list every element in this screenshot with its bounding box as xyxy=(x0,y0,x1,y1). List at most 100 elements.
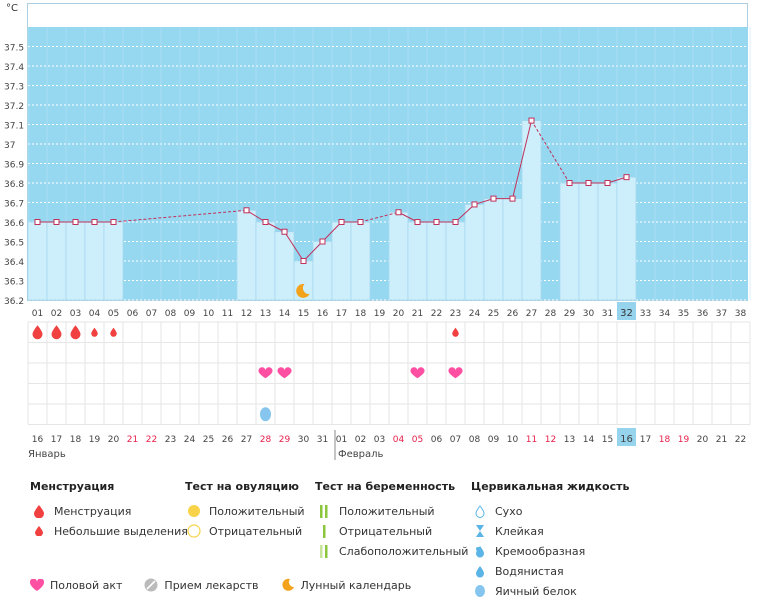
faint-strip-icon xyxy=(315,544,333,558)
drop-icon xyxy=(30,504,48,518)
date-label: 23 xyxy=(165,435,176,445)
temperature-bar xyxy=(350,221,371,301)
pill-icon xyxy=(144,578,158,592)
legend-label: Кремообразная xyxy=(495,544,586,558)
legend-label: Яичный белок xyxy=(495,584,577,598)
date-label: 19 xyxy=(89,435,101,445)
cycle-day-label: 16 xyxy=(317,309,329,319)
temperature-bar xyxy=(236,210,257,301)
date-label: 24 xyxy=(184,435,196,445)
cycle-day-label: 01 xyxy=(32,309,43,319)
bbt-chart: 37.5 37.4 37.3 37.2 37.1 37 36.9 36.8 36.7 36.6 36… xyxy=(4,3,751,460)
cycle-day-label: 02 xyxy=(51,309,62,319)
temperature-point xyxy=(338,219,345,225)
spotting-drop xyxy=(452,327,459,337)
temperature-bar xyxy=(502,198,523,301)
legend-item: Менструация xyxy=(30,501,188,521)
date-label: 17 xyxy=(51,435,62,445)
spotting-drop xyxy=(91,327,98,337)
date-label: 03 xyxy=(374,435,385,445)
date-label: 04 xyxy=(393,435,405,445)
temperature-point xyxy=(300,258,307,264)
temperature-segment xyxy=(322,221,342,242)
cycle-day-label: 13 xyxy=(260,309,271,319)
legend-item: Кремообразная xyxy=(471,541,629,561)
temperature-bar xyxy=(464,204,485,301)
temperature-point xyxy=(72,219,79,225)
temperature-point xyxy=(34,219,41,225)
cycle-day-label: 38 xyxy=(735,309,747,319)
cycle-day-label: 33 xyxy=(640,309,651,319)
y-tick-label: 37.1 xyxy=(4,122,24,132)
negative-test-icon xyxy=(185,524,203,538)
intercourse-heart xyxy=(448,367,463,379)
date-label: 05 xyxy=(412,435,423,445)
legend-label: Прием лекарств xyxy=(164,578,259,592)
temperature-point xyxy=(319,238,326,245)
temperature-bar xyxy=(407,221,428,301)
moon-icon xyxy=(296,283,310,298)
date-label: 12 xyxy=(545,435,556,445)
temperature-bar xyxy=(445,221,466,301)
single-strip-icon xyxy=(315,524,333,538)
cycle-day-label: 30 xyxy=(583,309,595,319)
temperature-bar xyxy=(27,221,48,301)
y-tick-label: 37.3 xyxy=(4,83,24,93)
temperature-point xyxy=(414,219,421,225)
cycle-day-label: 25 xyxy=(488,309,499,319)
legend-ovulation: Тест на овуляцию Положительный Отрицател… xyxy=(185,480,305,541)
temperature-bar xyxy=(331,221,352,301)
temperature-bar xyxy=(578,182,599,301)
y-tick-label: 36.5 xyxy=(4,239,24,249)
eggwhite-marker xyxy=(260,407,271,422)
temperature-bar xyxy=(388,211,409,301)
legend-label: Лунный календарь xyxy=(300,578,412,592)
temperature-segment xyxy=(512,120,532,199)
date-label: 13 xyxy=(564,435,575,445)
cycle-day-label: 20 xyxy=(393,309,405,319)
date-label: 17 xyxy=(640,435,651,445)
date-label: 18 xyxy=(70,435,82,445)
temperature-bars xyxy=(27,120,637,301)
cycle-day-label: 17 xyxy=(336,309,347,319)
temperature-point xyxy=(91,219,98,225)
y-tick-label: 36.7 xyxy=(4,200,24,210)
temperature-bar xyxy=(65,221,86,301)
temperature-point xyxy=(509,195,516,202)
temperature-point xyxy=(110,219,117,225)
legend-title: Тест на беременность xyxy=(315,480,456,493)
date-label: 30 xyxy=(298,435,310,445)
intercourse-heart xyxy=(410,367,425,379)
temperature-segment xyxy=(303,241,323,262)
y-tick-label: 37 xyxy=(4,141,15,151)
temperature-point xyxy=(490,195,497,202)
menstruation-drop xyxy=(32,325,43,340)
temperature-point xyxy=(623,174,630,181)
legend-item: Положительный xyxy=(185,501,305,521)
temperature-segment xyxy=(607,176,627,184)
cycle-day-label: 06 xyxy=(127,309,139,319)
legend-label: Менструация xyxy=(54,504,132,518)
temperature-point xyxy=(243,207,250,214)
sticky-icon xyxy=(471,525,489,537)
cycle-day-label: 04 xyxy=(89,309,101,319)
temperature-segment xyxy=(265,221,285,233)
legend-item: Отрицательный xyxy=(315,521,468,541)
cycle-day-label: 07 xyxy=(146,309,157,319)
y-tick-label: 37.2 xyxy=(4,102,24,112)
temperature-bar xyxy=(483,198,504,301)
date-label: 25 xyxy=(203,435,214,445)
temperature-bar xyxy=(84,221,105,301)
small-drop-icon xyxy=(30,526,48,536)
date-label: 01 xyxy=(336,435,347,445)
dry-drop-icon xyxy=(471,504,489,518)
date-label: 26 xyxy=(222,435,234,445)
legend-menstruation: Менструация Менструация Небольшие выделе… xyxy=(30,480,188,541)
month-labels: Январь Февраль xyxy=(28,430,384,460)
temperature-point xyxy=(357,219,364,225)
moon-marker xyxy=(296,283,310,298)
date-label: 29 xyxy=(279,435,291,445)
heart-icon xyxy=(30,579,44,591)
date-label: 06 xyxy=(431,435,443,445)
temperature-point xyxy=(452,219,459,225)
